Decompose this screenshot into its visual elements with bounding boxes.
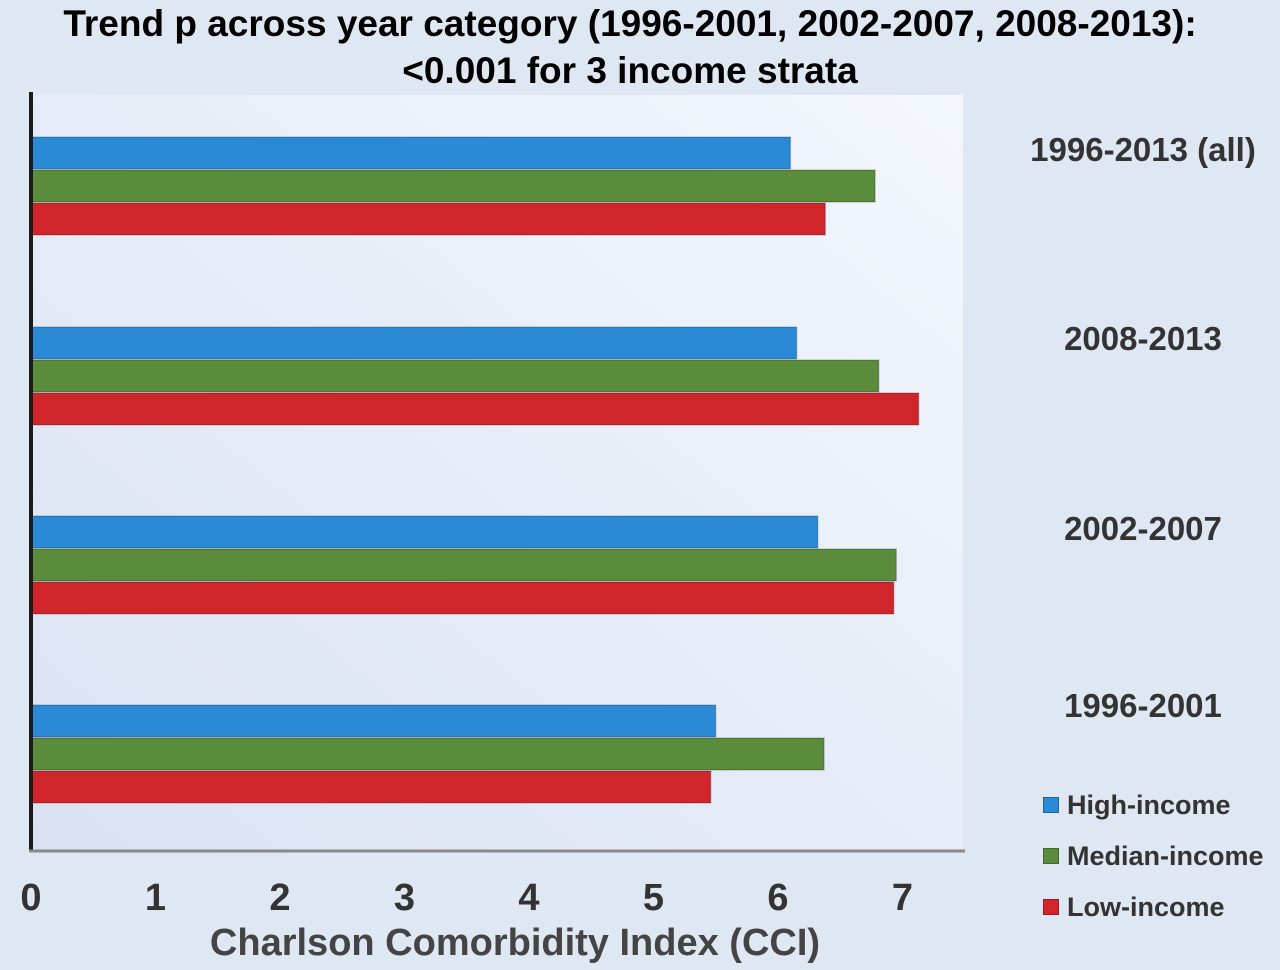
chart-title-line-2: <0.001 for 3 income strata: [402, 50, 858, 91]
x-tick-label: 3: [393, 877, 416, 919]
x-tick-label: 5: [642, 877, 665, 919]
x-axis-title: Charlson Comorbidity Index (CCI): [209, 922, 821, 964]
bar-high-income-3: [30, 515, 819, 549]
bar-median-income-2: [30, 359, 880, 393]
category-label-all-years: 1996-2013 (all): [1030, 131, 1256, 168]
x-tick-label: 2: [269, 877, 291, 919]
category-label-2008-2013: 2008-2013: [1064, 320, 1222, 357]
x-tick-label: 4: [518, 877, 540, 919]
legend-swatch-median-income: [1043, 848, 1059, 864]
bars-group: [30, 136, 920, 804]
bar-median-income-4: [30, 737, 825, 771]
chart-title: Trend p across year category (1996-2001,…: [0, 0, 1260, 94]
category-label-1996-2001: 1996-2001: [1064, 687, 1222, 724]
legend-label: High-income: [1067, 789, 1231, 820]
bar-low-income-4: [30, 770, 712, 804]
bar-high-income-1: [30, 136, 792, 170]
bar-median-income-3: [30, 548, 898, 582]
legend-swatch-high-income: [1043, 797, 1059, 813]
legend-label: Median-income: [1067, 840, 1264, 871]
category-label-2002-2007: 2002-2007: [1064, 510, 1222, 547]
legend-item-high-income: High-income: [1043, 790, 1231, 820]
legend-item-median-income: Median-income: [1043, 841, 1264, 871]
legend-item-low-income: Low-income: [1043, 892, 1225, 922]
bar-high-income-4: [30, 704, 717, 738]
bar-low-income-3: [30, 581, 895, 615]
x-tick-label: 6: [767, 877, 789, 919]
bar-high-income-2: [30, 326, 798, 360]
legend-swatch-low-income: [1043, 899, 1059, 915]
chart-title-line-1: Trend p across year category (1996-2001,…: [63, 3, 1197, 44]
bar-low-income-1: [30, 202, 827, 236]
bar-median-income-1: [30, 169, 876, 203]
x-tick-label: 0: [20, 877, 42, 919]
legend-label: Low-income: [1067, 891, 1225, 922]
x-tick-label: 1: [144, 877, 167, 919]
bar-low-income-2: [30, 392, 920, 426]
x-tick-label: 7: [891, 877, 914, 919]
